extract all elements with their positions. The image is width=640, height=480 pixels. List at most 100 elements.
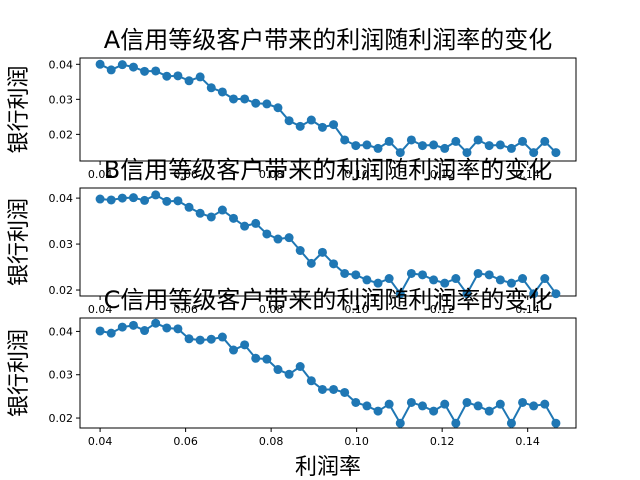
data-point (518, 397, 528, 407)
x-tick-label: 0.04 (88, 435, 113, 448)
data-point (384, 274, 394, 284)
data-point (529, 289, 539, 299)
data-point (506, 418, 516, 428)
data-point (484, 406, 494, 416)
data-point (140, 66, 150, 76)
y-tick-label: 0.03 (49, 238, 74, 251)
data-point (306, 376, 316, 386)
axes-frame-c (79, 317, 577, 429)
data-point (262, 354, 272, 364)
data-point (518, 136, 528, 146)
data-point (551, 289, 561, 299)
data-point (206, 334, 216, 344)
data-point (195, 208, 205, 218)
data-point (262, 99, 272, 109)
x-tick-label: 0.12 (430, 168, 455, 181)
data-point (317, 247, 327, 257)
data-point (117, 193, 127, 203)
x-axis-label-c: 利润率 (295, 455, 361, 480)
data-point (540, 136, 550, 146)
data-point (217, 332, 227, 342)
chart-title-c: C信用等级客户带来的利润随利润率的变化 (104, 286, 553, 314)
data-point (284, 116, 294, 126)
data-point (229, 94, 239, 104)
data-point (195, 335, 205, 345)
data-point (317, 122, 327, 132)
data-point (373, 143, 383, 153)
y-tick-label: 0.04 (49, 58, 74, 71)
data-point (529, 148, 539, 158)
data-point (106, 328, 116, 338)
data-point (195, 72, 205, 82)
data-point (451, 418, 461, 428)
data-point (473, 135, 483, 145)
data-point (117, 322, 127, 332)
data-point (173, 196, 183, 206)
data-point (140, 195, 150, 205)
data-point (117, 60, 127, 70)
data-point (495, 399, 505, 409)
y-tick-label: 0.04 (49, 192, 74, 205)
data-point (273, 365, 283, 375)
data-point (462, 397, 472, 407)
data-point (540, 399, 550, 409)
data-point (273, 234, 283, 244)
data-point (140, 326, 150, 336)
data-point (217, 87, 227, 97)
data-point (251, 218, 261, 228)
chart-c: 0.04 0.06 0.08 0.10 0.12 0.14 0.02 0.03 0.04 银行利润… (7, 286, 577, 480)
y-axis-label-b: 银行利润 (7, 198, 32, 286)
x-tick-label: 0.04 (88, 168, 113, 181)
x-tick-label: 0.06 (173, 303, 198, 316)
data-point (306, 115, 316, 125)
data-point (440, 143, 450, 153)
data-point (329, 384, 339, 394)
data-point (506, 143, 516, 153)
data-point (351, 270, 361, 280)
data-point (484, 270, 494, 280)
y-tick-label: 0.02 (49, 412, 74, 425)
y-tick-label: 0.02 (49, 284, 74, 297)
x-tick-label: 0.12 (430, 435, 455, 448)
data-point (495, 275, 505, 285)
x-tick-label: 0.10 (344, 435, 369, 448)
data-point (329, 120, 339, 130)
data-point (484, 141, 494, 151)
data-point (95, 194, 105, 204)
data-point (340, 135, 350, 145)
data-point (417, 270, 427, 280)
data-point (151, 66, 161, 76)
data-point (262, 229, 272, 239)
data-point (284, 233, 294, 243)
data-point (251, 353, 261, 363)
data-point (229, 345, 239, 355)
data-point (184, 334, 194, 344)
data-point (462, 148, 472, 158)
data-point (95, 59, 105, 69)
data-point (529, 401, 539, 411)
data-point (417, 401, 427, 411)
data-point (429, 275, 439, 285)
x-tick-label: 0.14 (515, 168, 540, 181)
data-point (440, 278, 450, 288)
x-tick-label: 0.04 (88, 303, 113, 316)
x-tick-label: 0.10 (344, 168, 369, 181)
data-point (473, 401, 483, 411)
chart-a: 0.04 0.06 0.08 0.10 0.12 0.14 0.02 0.03 0.04 银行利润… (7, 26, 577, 181)
data-point (240, 340, 250, 350)
data-point (251, 98, 261, 108)
data-point (317, 384, 327, 394)
data-point (540, 274, 550, 284)
x-tick-label: 0.06 (173, 168, 198, 181)
data-point (362, 401, 372, 411)
data-point (351, 397, 361, 407)
data-point (184, 202, 194, 212)
data-point (495, 140, 505, 150)
data-point (162, 196, 172, 206)
data-point (295, 362, 305, 372)
y-tick-label: 0.03 (49, 93, 74, 106)
data-point (362, 140, 372, 150)
axes-frame-a (79, 57, 577, 162)
data-point (128, 193, 138, 203)
